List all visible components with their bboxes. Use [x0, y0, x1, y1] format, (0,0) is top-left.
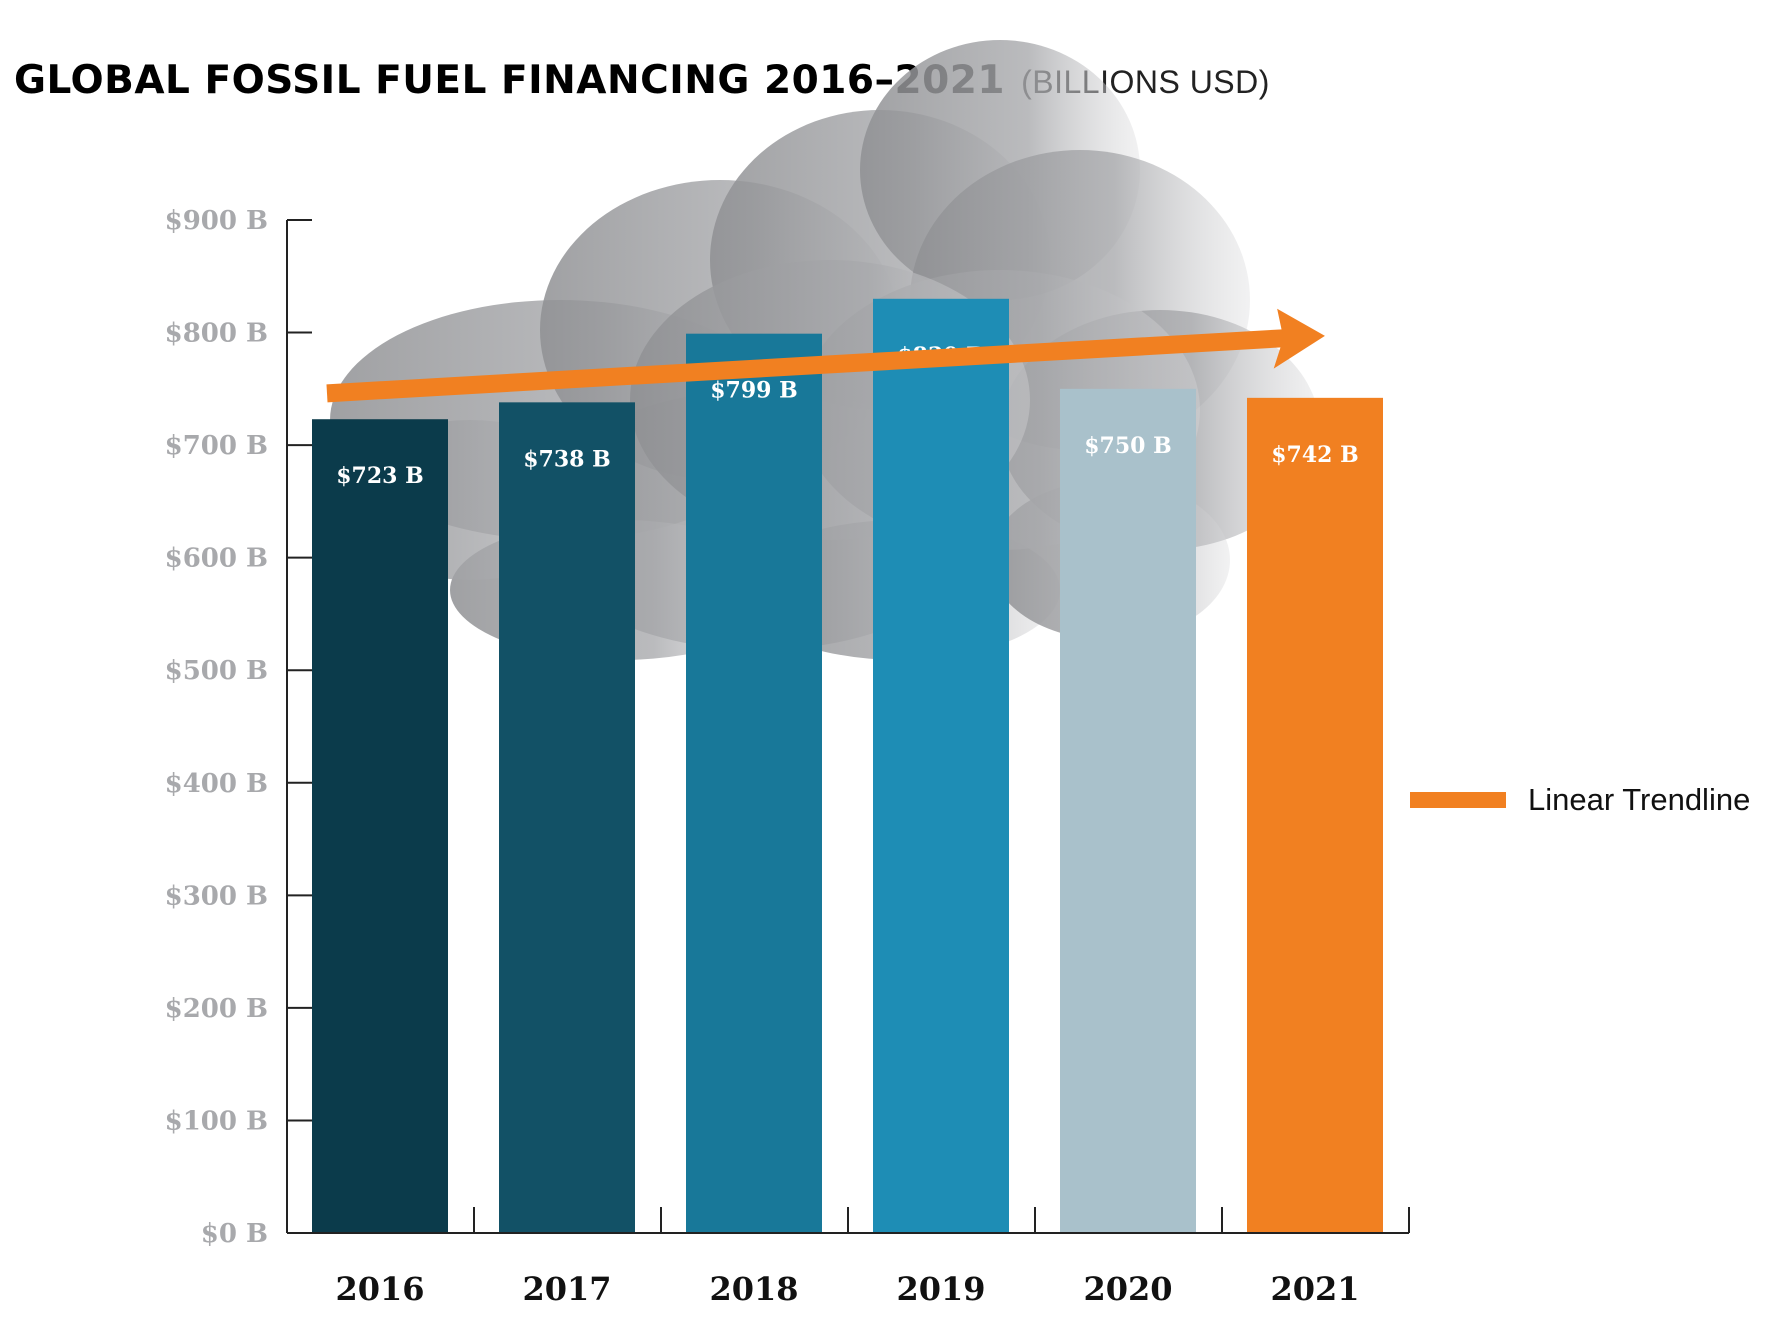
data-label-2016: $723 B: [336, 463, 423, 489]
bar-2018: [686, 333, 822, 1233]
y-tick-label: $700 B: [165, 431, 268, 461]
x-tick-label-2019: 2019: [896, 1270, 985, 1308]
x-tick-label-2016: 2016: [335, 1270, 424, 1308]
y-tick-label: $200 B: [165, 994, 268, 1024]
legend-label-trendline: Linear Trendline: [1528, 782, 1751, 817]
chart-title-block: GLOBAL FOSSIL FUEL FINANCING 2016–2021 (B…: [14, 58, 1270, 103]
chart-title: GLOBAL FOSSIL FUEL FINANCING 2016–2021: [14, 58, 1006, 103]
data-label-2020: $750 B: [1084, 433, 1171, 459]
axes-group: [286, 219, 1410, 1234]
bars-group: [312, 298, 1383, 1234]
y-tick-label: $500 B: [165, 656, 268, 686]
bar-2021: [1247, 397, 1383, 1233]
trendline-group: [326, 308, 1325, 403]
y-tick-label: $100 B: [165, 1106, 268, 1136]
data-label-2018: $799 B: [710, 378, 797, 404]
y-tick-label: $300 B: [165, 881, 268, 911]
bar-2016: [312, 419, 448, 1233]
legend: Linear Trendline: [1410, 782, 1750, 818]
y-tick-label: $900 B: [165, 206, 268, 236]
x-tick-label-2020: 2020: [1083, 1270, 1172, 1308]
x-tick-label-2018: 2018: [709, 1270, 798, 1308]
legend-swatch-trendline: [1410, 792, 1506, 808]
y-tick-label: $800 B: [165, 319, 268, 349]
trendline: [326, 329, 1286, 403]
x-tick-labels: 2016 2017 2018 2019 2020 2021: [335, 1270, 1359, 1308]
y-tick-label: $0 B: [201, 1219, 268, 1249]
trendline-arrowhead: [1273, 308, 1325, 369]
y-tick-label: $600 B: [165, 544, 268, 574]
x-tick-label-2021: 2021: [1270, 1270, 1359, 1308]
data-label-2017: $738 B: [523, 446, 610, 472]
y-tick-label: $400 B: [165, 769, 268, 799]
x-tick-label-2017: 2017: [522, 1270, 611, 1308]
y-tick-labels: $0 B $100 B $200 B $300 B $400 B $500 B $600 B…: [165, 206, 268, 1249]
data-label-2021: $742 B: [1271, 442, 1358, 468]
bar-2019: [873, 298, 1009, 1233]
bar-2020: [1060, 388, 1196, 1233]
bar-2017: [499, 402, 635, 1234]
